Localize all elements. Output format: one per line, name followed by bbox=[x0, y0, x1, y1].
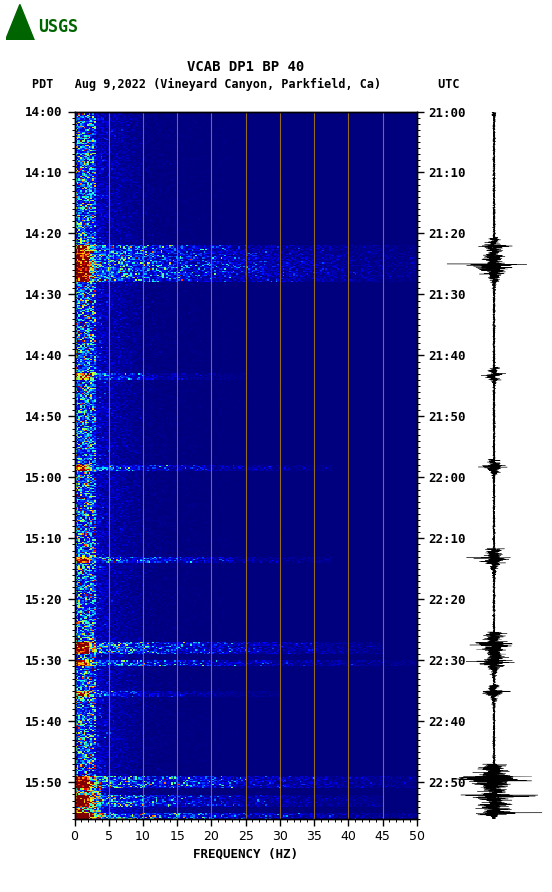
X-axis label: FREQUENCY (HZ): FREQUENCY (HZ) bbox=[193, 847, 298, 860]
Polygon shape bbox=[6, 4, 34, 40]
Text: USGS: USGS bbox=[38, 18, 78, 36]
Text: PDT   Aug 9,2022 (Vineyard Canyon, Parkfield, Ca)        UTC: PDT Aug 9,2022 (Vineyard Canyon, Parkfie… bbox=[32, 78, 459, 91]
Text: VCAB DP1 BP 40: VCAB DP1 BP 40 bbox=[187, 60, 304, 74]
